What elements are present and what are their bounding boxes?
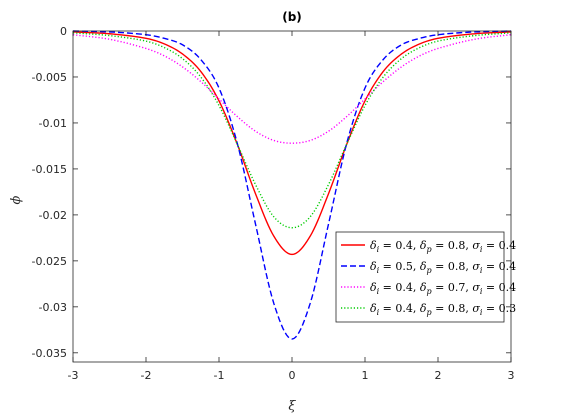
series-layer xyxy=(72,30,512,340)
legend-box xyxy=(335,231,505,323)
x-tick-label: -3 xyxy=(68,369,79,382)
y-tick-label: -0.01 xyxy=(39,117,67,130)
x-tick-label: 0 xyxy=(289,369,296,382)
y-tick-label: -0.035 xyxy=(32,347,67,360)
legend-label-3: δi = 0.4, δp = 0.7, σi = 0.4 xyxy=(370,281,516,296)
y-axis-label: ϕ xyxy=(9,195,24,204)
y-tick-label: -0.03 xyxy=(39,301,67,314)
y-tick-label: -0.005 xyxy=(32,71,67,84)
legend-label-1: δi = 0.4, δp = 0.8, σi = 0.4 xyxy=(370,239,516,254)
chart-title: (b) xyxy=(282,10,302,24)
y-tick-label: -0.025 xyxy=(32,255,67,268)
y-tick-label: -0.02 xyxy=(39,209,67,222)
series-line-4 xyxy=(72,32,512,229)
series-line-1 xyxy=(72,31,512,256)
x-axis-label: ξ xyxy=(288,399,296,414)
axes-layer: -3 -2 -1 0 1 2 3 0 -0.005 -0.01 -0.015 -0.02 -0.025 -… xyxy=(32,25,515,382)
x-tick-label: -2 xyxy=(141,369,152,382)
y-tick-label: -0.015 xyxy=(32,163,67,176)
x-tick-label: 1 xyxy=(362,369,369,382)
legend: δi = 0.4, δp = 0.8, σi = 0.4 δi = 0.5, δp… xyxy=(335,231,516,323)
legend-label-4: δi = 0.4, δp = 0.8, σi = 0.3 xyxy=(370,302,516,317)
series-line-2 xyxy=(72,30,512,340)
x-tick-label: -1 xyxy=(214,369,225,382)
x-tick-label: 3 xyxy=(508,369,515,382)
x-tick-label: 2 xyxy=(435,369,442,382)
y-tick-label: 0 xyxy=(60,25,67,38)
legend-label-2: δi = 0.5, δp = 0.8, σi = 0.4 xyxy=(370,260,516,275)
